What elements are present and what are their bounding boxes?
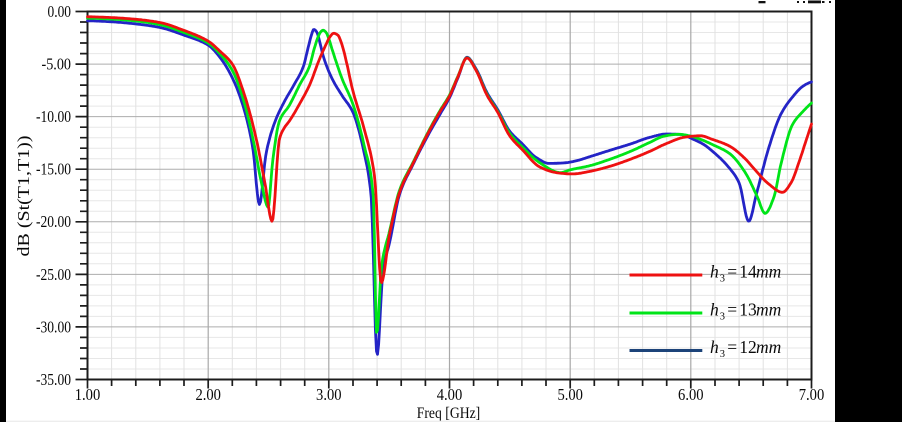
svg-text:7.00: 7.00 <box>799 385 825 404</box>
svg-text:h3=14mm: h3 = 14mm <box>710 262 781 285</box>
svg-text:3.00: 3.00 <box>316 385 342 404</box>
svg-text:5.00: 5.00 <box>557 385 583 404</box>
svg-text:-20.00: -20.00 <box>36 212 71 231</box>
svg-text:0.00: 0.00 <box>48 2 72 21</box>
svg-text:h3=12mm: h3 = 12mm <box>710 337 781 360</box>
svg-text:-5.00: -5.00 <box>42 55 72 74</box>
svg-text:6.00: 6.00 <box>678 385 704 404</box>
svg-text:1.00: 1.00 <box>75 385 101 404</box>
svg-text:-35.00: -35.00 <box>36 370 71 389</box>
svg-text:Freq [GHz]: Freq [GHz] <box>417 405 481 422</box>
svg-text:2.00: 2.00 <box>195 385 221 404</box>
svg-text:-30.00: -30.00 <box>36 317 71 336</box>
svg-text:-25.00: -25.00 <box>36 265 71 284</box>
svg-text:dB (St(T1,T1)): dB (St(T1,T1)) <box>14 136 33 257</box>
svg-text:-10.00: -10.00 <box>36 107 71 126</box>
svg-text:4.00: 4.00 <box>437 385 463 404</box>
svg-text:-15.00: -15.00 <box>36 160 71 179</box>
svg-text:h3=13mm: h3 = 13mm <box>710 299 781 322</box>
